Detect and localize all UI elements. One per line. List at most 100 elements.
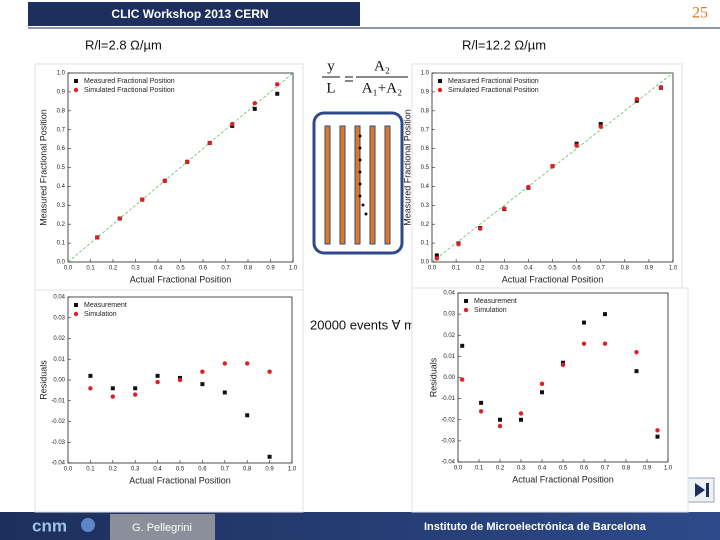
legend-marker <box>438 79 442 83</box>
footer-logo: cnm <box>32 516 67 535</box>
x-tick-label: 0.6 <box>199 266 208 272</box>
y-tick-label: 0.00 <box>443 375 455 381</box>
x-axis-title: Actual Fractional Position <box>502 274 604 284</box>
point <box>574 143 579 148</box>
chart: 0.0 0.1 0.2 0.3 0.4 0.5 0.6 0.7 0.8 0.9 1.0 0.04 0.0… <box>34 289 304 513</box>
point <box>498 417 502 422</box>
legend-label: Simulation <box>474 307 507 314</box>
point <box>434 256 440 261</box>
point <box>502 206 507 211</box>
y-tick-label: -0.01 <box>441 396 455 402</box>
y-tick-label: 0.01 <box>443 354 455 360</box>
nav-icon[interactable] <box>695 483 709 497</box>
x-tick-label: 0.0 <box>454 466 463 472</box>
point <box>95 235 100 240</box>
y-tick-label: 0.8 <box>57 108 66 114</box>
x-tick-label: 1.0 <box>669 266 678 272</box>
x-tick-label: 0.9 <box>643 466 652 472</box>
formula-lhs-bottom: L <box>326 80 335 96</box>
y-tick-label: -0.03 <box>441 438 455 444</box>
point <box>539 381 545 387</box>
header-bar <box>28 2 360 26</box>
y-tick-label: -0.02 <box>441 417 455 423</box>
point <box>162 178 167 183</box>
point <box>634 349 639 355</box>
y-tick-label: 1.0 <box>57 71 66 77</box>
legend-marker <box>74 303 78 307</box>
legend-marker <box>437 87 443 93</box>
legend-label: Measurement <box>474 298 517 305</box>
x-tick-label: 0.6 <box>572 266 581 272</box>
point <box>456 242 461 247</box>
legend-marker <box>73 87 79 93</box>
point <box>634 96 640 102</box>
point <box>245 413 250 418</box>
legend-label: Measured Fractional Position <box>448 78 539 85</box>
point <box>497 423 503 429</box>
y-tick-label: 0.03 <box>443 312 455 318</box>
point <box>267 369 272 374</box>
x-tick-label: 0.1 <box>86 467 95 473</box>
x-tick-label: 0.3 <box>517 466 526 472</box>
x-tick-label: 0.1 <box>475 466 484 472</box>
y-tick-label: -0.02 <box>51 419 65 425</box>
x-tick-label: 1.0 <box>289 266 298 272</box>
point <box>207 140 212 146</box>
x-tick-label: 0.0 <box>64 266 73 272</box>
strip <box>384 125 391 245</box>
point <box>117 216 122 221</box>
y-tick-label: -0.01 <box>51 398 65 404</box>
point <box>275 91 280 96</box>
x-tick-label: 0.2 <box>109 467 118 473</box>
x-tick-label: 0.7 <box>601 466 610 472</box>
chart: 0.0 0.1 0.2 0.3 0.4 0.5 0.6 0.7 0.8 0.9 1.0 0.0 0.1 0… <box>402 63 683 291</box>
y-axis-title: Residuals <box>428 357 438 397</box>
y-tick-label: 0.4 <box>57 184 66 190</box>
point <box>88 373 93 378</box>
logo-globe <box>81 518 95 532</box>
y-tick-label: 0.00 <box>53 378 65 384</box>
reference-line <box>431 72 674 263</box>
x-tick-label: 0.3 <box>131 266 140 272</box>
x-tick-label: 0.5 <box>176 266 185 272</box>
point <box>222 390 227 395</box>
y-tick-label: 0.1 <box>57 241 66 247</box>
y-tick-label: 1.0 <box>421 71 430 77</box>
y-axis-title: Measured Fractional Position <box>38 109 48 226</box>
x-tick-label: 0.5 <box>559 466 568 472</box>
point <box>155 373 160 378</box>
formula-rhs-bottom: A₁+A₂ <box>362 80 403 96</box>
point <box>518 411 524 416</box>
y-tick-label: 0.0 <box>57 260 66 266</box>
y-tick-label: 0.2 <box>57 222 66 228</box>
y-tick-label: 0.3 <box>57 203 66 209</box>
strip <box>324 125 331 245</box>
point <box>133 392 138 397</box>
point <box>478 226 483 231</box>
strip <box>339 125 346 245</box>
point <box>598 124 603 129</box>
point <box>222 361 227 366</box>
point <box>479 400 484 405</box>
y-tick-label: 0.8 <box>421 108 430 114</box>
x-tick-label: 0.5 <box>176 467 185 473</box>
x-tick-label: 0.7 <box>221 467 230 473</box>
x-tick-label: 0.4 <box>538 466 547 472</box>
point <box>602 341 608 346</box>
point <box>155 379 160 385</box>
footer-institute: Instituto de Microelectrónica de Barcelo… <box>424 521 647 533</box>
strip <box>369 125 376 245</box>
y-axis-title: Measured Fractional Position <box>402 109 412 226</box>
chart-bg <box>34 289 304 513</box>
point <box>133 386 138 391</box>
label-right: R/l=12.2 Ω/µm <box>462 37 546 52</box>
x-tick-label: 0.4 <box>524 266 533 272</box>
x-tick-label: 0.2 <box>496 466 505 472</box>
x-axis-title: Actual Fractional Position <box>512 474 614 484</box>
y-tick-label: 0.2 <box>421 222 430 228</box>
x-tick-label: 0.8 <box>622 466 631 472</box>
label-left: R/l=2.8 Ω/µm <box>85 37 162 52</box>
legend-marker <box>74 79 78 83</box>
